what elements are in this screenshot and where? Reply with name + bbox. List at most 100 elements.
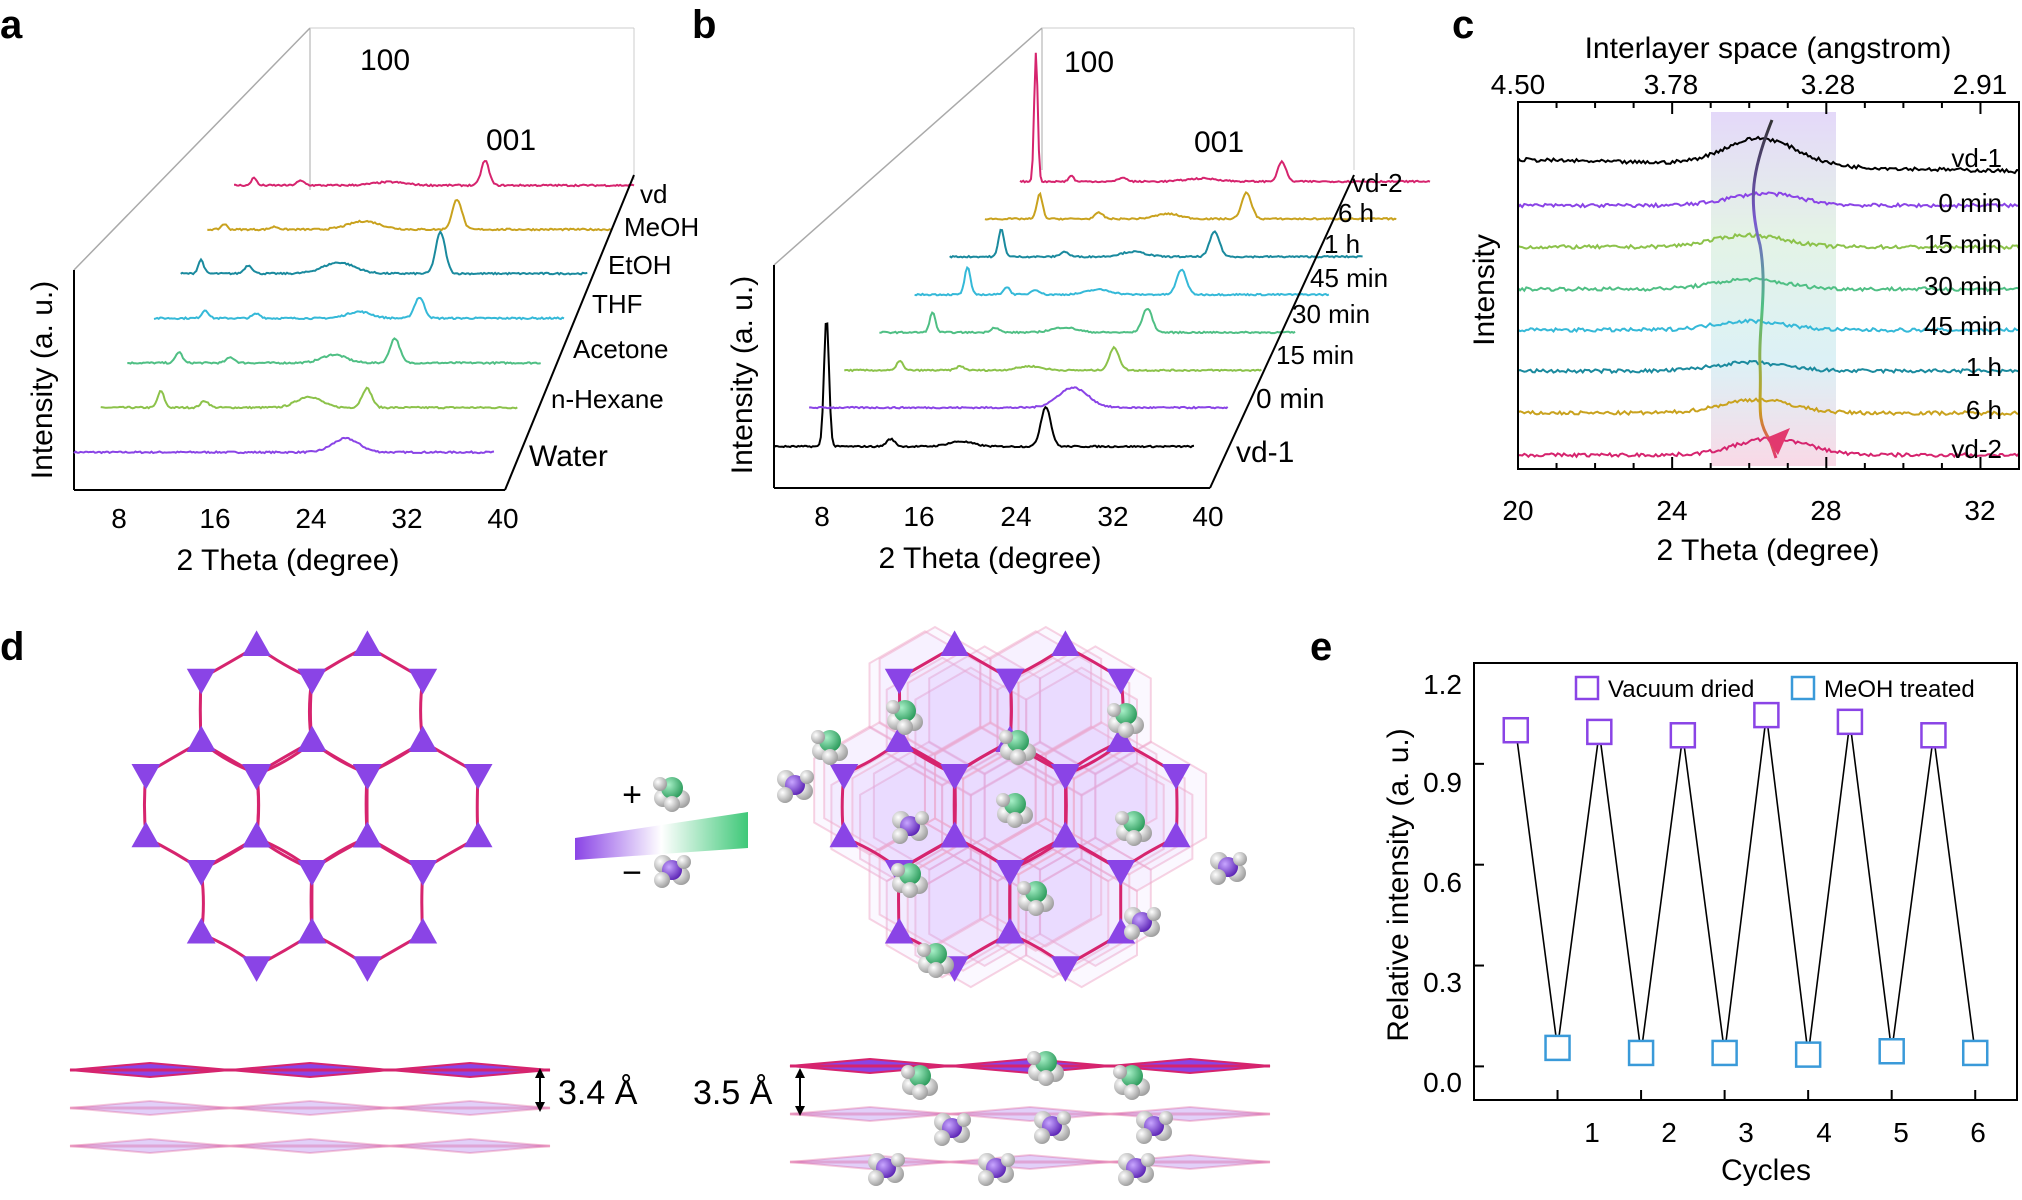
e-vacuum-point-4 [1836,708,1864,736]
d-right-arrow-up [795,1068,805,1078]
c-series-1 [1517,190,2020,209]
b-series-label-1h: 1 h [1324,229,1360,259]
b-series-label-vd2: vd-2 [1352,168,1403,198]
d-right-stack-molecule-0 [901,1065,938,1100]
panel-d-structure-diagram: + − 3.4 Å 3.5 Å [69,625,1271,1186]
d-right-stack-molecule-1 [1027,1051,1064,1086]
c-xtick-32: 32 [1964,495,1995,526]
c-series-label-45min: 45 min [1924,311,2002,341]
b-curves-series-4 [914,265,1330,297]
b-series-label-30min: 30 min [1292,299,1370,329]
c-series-label-1h: 1 h [1966,352,2002,382]
b-series-label-15min: 15 min [1276,340,1354,370]
b-curves-series-5 [949,228,1363,259]
a-xtick-40: 40 [487,503,518,534]
e-meoh-point-0 [1544,1034,1571,1062]
e-meoh-point-3 [1794,1041,1822,1068]
a-series-label-meoh: MeOH [624,212,699,242]
a-series-label-vd: vd [640,179,667,209]
d-right-stack-molecule-3 [934,1113,971,1146]
d-right-stack-molecule-2 [1113,1065,1150,1100]
e-xtick-5: 5 [1893,1117,1909,1148]
e-xlabel: Cycles [1721,1154,1811,1187]
c-top-xtick-328: 3.28 [1801,69,1856,100]
c-xtick-24: 24 [1656,495,1687,526]
e-vacuum-point-1 [1586,718,1613,746]
panel-label-a: a [0,3,23,47]
e-legend-vacuum-label: Vacuum dried [1608,676,1754,703]
e-vacuum-point-3 [1753,701,1780,729]
b-series-label-6h: 6 h [1338,198,1374,228]
a-xtick-32: 32 [391,503,422,534]
e-legend-vacuum-marker [1574,675,1600,701]
e-xtick-6: 6 [1970,1117,1986,1148]
b-series-label-45min: 45 min [1310,263,1388,293]
panel-a-axes [74,174,635,491]
e-legend-meoh-marker [1790,675,1816,701]
b-curves-series-1 [809,386,1229,410]
b-peak-label-100: 100 [1064,46,1114,79]
e-vacuum-point-5 [1920,722,1947,749]
d-molecule-10 [1210,852,1247,885]
c-xlabel: 2 Theta (degree) [1657,534,1880,567]
a-curves-series-0 [73,436,495,455]
c-top-xlabel: Interlayer space (angstrom) [1585,32,1952,65]
b-curves-series-6 [984,190,1397,221]
b-xtick-32: 32 [1097,501,1128,532]
d-plus-sign: + [622,776,642,814]
c-series-4 [1517,318,2020,334]
a-xtick-8: 8 [111,503,127,534]
e-ytick-0.6: 0.6 [1423,867,1462,898]
a-xtick-24: 24 [295,503,326,534]
c-xtick-20: 20 [1502,495,1533,526]
e-ytick-0.9: 0.9 [1423,767,1462,798]
d-left-arrow-up [535,1068,545,1078]
c-series-label-vd2: vd-2 [1951,434,2002,464]
a-peak-label-100: 100 [360,44,410,77]
c-peak-shift-arrow [1751,119,1778,459]
a-series-label-acetone: Acetone [573,334,668,364]
d-right-stack-molecule-8 [1118,1153,1155,1186]
panel-c-stacked-chart: 20 24 28 32 2 Theta (degree) 4.50 3.78 3… [1468,32,2020,567]
e-xtick-1: 1 [1584,1117,1600,1148]
c-series-2 [1517,232,2020,251]
b-series-label-vd1: vd-1 [1236,436,1294,469]
e-legend-meoh-label: MeOH treated [1824,676,1975,703]
b-xlabel: 2 Theta (degree) [879,542,1102,575]
a-series-label-water: Water [529,440,608,473]
c-arrow-head [1766,428,1790,455]
b-curves-series-0 [773,322,1195,449]
panel-e-cycling-chart: 1.2 0.9 0.6 0.3 0.0 1 2 3 4 5 6 Cycles R… [1382,662,2018,1187]
d-minus-sign: − [622,854,642,892]
a-xtick-16: 16 [199,503,230,534]
e-meoh-point-1 [1627,1039,1655,1067]
c-series-label-vd1: vd-1 [1951,143,2002,173]
e-meoh-point-5 [1961,1039,1989,1067]
d-left-arrow-down [535,1102,545,1112]
c-series-0 [1517,135,2020,175]
d-right-arrow-down [795,1106,805,1116]
b-xtick-16: 16 [903,501,934,532]
e-meoh-point-4 [1878,1038,1905,1065]
a-xlabel: 2 Theta (degree) [177,544,400,577]
a-peak-label-001: 001 [486,124,536,157]
d-right-layer-stack [789,1051,1271,1186]
e-plot-frame [1473,662,2018,1101]
e-ylabel: Relative intensity (a. u.) [1382,728,1415,1041]
b-ylabel: Intensity (a. u.) [726,276,759,474]
e-connecting-line [1515,715,1976,1055]
c-series-label-0min: 0 min [1938,188,2002,218]
a-curves-series-4 [180,229,588,276]
e-xtick-3: 3 [1738,1117,1754,1148]
c-series-label-6h: 6 h [1966,395,2002,425]
c-ylabel: Intensity [1468,234,1501,346]
b-peak-label-001: 001 [1194,126,1244,159]
b-xtick-40: 40 [1192,501,1223,532]
a-series-label-nhexane: n-Hexane [551,384,664,414]
c-series-label-30min: 30 min [1924,271,2002,301]
panel-label-b: b [692,3,716,47]
b-xtick-24: 24 [1000,501,1031,532]
e-vacuum-point-0 [1502,716,1530,744]
d-right-spacing-label: 3.5 Å [693,1074,773,1112]
